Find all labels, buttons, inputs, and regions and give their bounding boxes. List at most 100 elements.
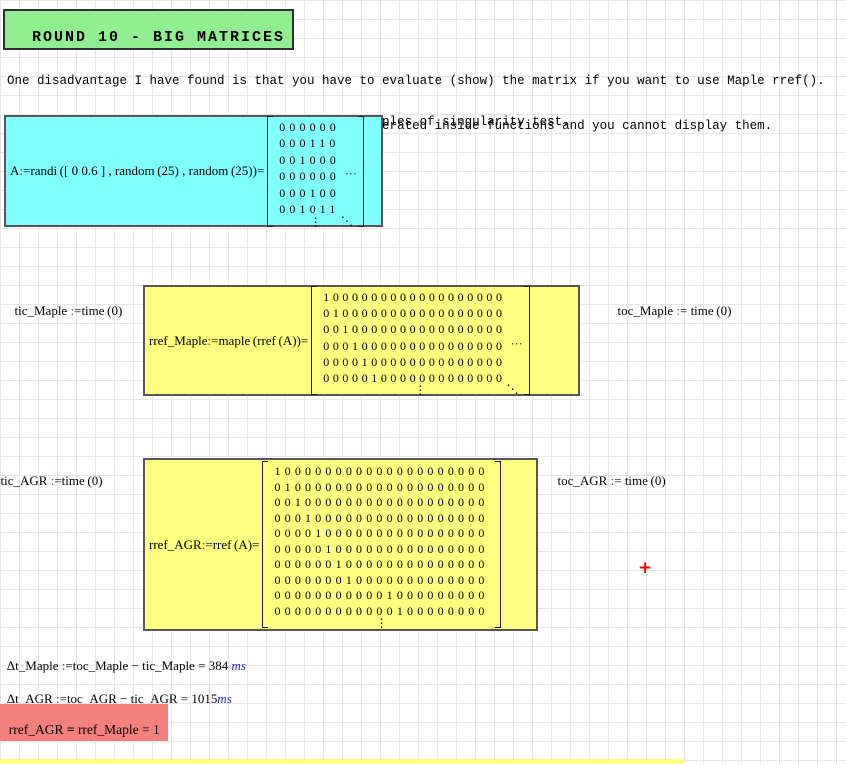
formula-lhs: A xyxy=(10,163,20,178)
matrix-row: 000110 xyxy=(279,136,340,150)
matrix-row: 000000010000000000000 xyxy=(274,572,489,587)
matrix-result-region-rref-maple[interactable]: rref_Maple: = maple (rref (A)) = 1000000000… xyxy=(143,285,580,398)
matrix-row: 000000 xyxy=(279,169,340,183)
matrix-row: 001011 xyxy=(279,202,340,216)
assign-eq: = xyxy=(54,473,62,488)
formula-region-tic-agr[interactable]: tic_AGR :=time (0) xyxy=(0,457,103,489)
section-title-region[interactable]: ROUND 10 - BIG MATRICES xyxy=(3,9,295,50)
eval-eq: = xyxy=(256,163,265,178)
formula-lhs: rref_AGR xyxy=(149,536,202,552)
matrix-values: 000000 000110 001000 000000 000100 001011 … ⋮ ⋱ xyxy=(273,116,358,229)
matrix-continuation-dots: ⋮ xyxy=(309,214,322,229)
matrix-row: 000001000000000000000 xyxy=(274,541,489,556)
formula-expr: time (0) xyxy=(624,473,666,488)
formula-lhs: toc_AGR xyxy=(557,473,608,488)
matrix-continuation-dots: … xyxy=(510,333,523,347)
boolean-equal-operator: = xyxy=(66,722,75,737)
assign-colon: : xyxy=(610,473,615,488)
result-value: 384 xyxy=(208,658,229,673)
assign-eq: = xyxy=(59,691,67,706)
eval-eq: = xyxy=(142,722,150,737)
formula-expr: time (0) xyxy=(81,303,123,318)
matrix-result-region-rref-agr[interactable]: rref_AGR: = rref (A) = 10000000000000000000… xyxy=(143,458,538,631)
matrix-rref-agr: 100000000000000000000 0100000000000000000… xyxy=(262,461,501,630)
assign-colon: : xyxy=(19,163,24,178)
matrix-row: 001000 xyxy=(279,152,340,167)
assign-eq: = xyxy=(74,303,82,318)
assign-colon: : xyxy=(61,658,66,673)
formula-lhs: rref_AGR xyxy=(8,722,64,737)
matrix-values: 100000000000000000000 0100000000000000000… xyxy=(268,461,494,630)
section-title: ROUND 10 - BIG MATRICES xyxy=(32,29,286,46)
assign-eq: = xyxy=(23,163,31,178)
formula-expr: randi ([ 0 0.6 ] , random (25) , random … xyxy=(30,163,257,178)
formula-expr: toc_AGR − tic_AGR xyxy=(66,691,178,706)
comparison-region-highlighted[interactable]: rref_AGR = rref_Maple = 1 xyxy=(0,704,168,741)
assign-eq: = xyxy=(679,303,688,318)
eval-eq: = xyxy=(300,332,309,348)
matrix-rref-maple: 1000000000000000000 0100000000000000000 00… xyxy=(311,285,530,398)
matrix-left-bracket xyxy=(311,285,318,396)
matrix-row: 000000100000000000000 xyxy=(274,557,489,571)
matrix-continuation-dots: ⋱ xyxy=(340,213,353,228)
formula-rhs: rref_Maple xyxy=(77,722,139,737)
assign-eq: = xyxy=(205,536,213,552)
formula-expr: toc_Maple − tic_Maple xyxy=(72,658,195,673)
unit-label: ms xyxy=(217,691,232,706)
formula-lhs: tic_Maple xyxy=(14,303,68,318)
matrix-right-bracket xyxy=(523,285,530,396)
matrix-continuation-dots: ⋮ xyxy=(414,383,427,398)
formula-lhs: rref_Maple xyxy=(149,332,208,348)
formula-region-dt-maple[interactable]: Δt_Maple :=toc_Maple − tic_Maple = 384 m… xyxy=(1,642,246,674)
assign-colon: : xyxy=(55,691,60,706)
matrix-row: 0000100000000000000 xyxy=(323,354,506,369)
partially-visible-region-bottom[interactable] xyxy=(0,759,683,764)
matrix-row: 000000000000100000000 xyxy=(274,603,489,618)
matrix-right-bracket xyxy=(494,461,501,628)
matrix-row: 0100000000000000000 xyxy=(323,305,506,320)
formula-region-toc-agr[interactable]: toc_AGR := time (0) xyxy=(551,457,666,489)
worksheet-cursor-crosshair[interactable]: + xyxy=(638,558,653,578)
eval-eq: = xyxy=(252,536,260,552)
matrix-left-bracket xyxy=(262,461,269,628)
assign-colon: : xyxy=(676,303,680,318)
matrix-values: 1000000000000000000 0100000000000000000 00… xyxy=(317,286,523,398)
assign-colon: : xyxy=(50,473,55,488)
eval-eq: = xyxy=(180,691,189,706)
formula-expr: maple (rref (A)) xyxy=(218,332,301,348)
matrix-continuation-dots: ⋮ xyxy=(375,616,388,630)
formula-region-dt-agr[interactable]: Δt_AGR :=toc_AGR − tic_AGR = 1015ms xyxy=(1,675,232,707)
assign-colon: : xyxy=(207,332,212,348)
assign-colon: : xyxy=(70,303,75,318)
matrix-continuation-dots: ⋱ xyxy=(506,382,519,397)
matrix-definition-region-A[interactable]: A: = randi ([ 0 0.6 ] , random (25) , rand… xyxy=(4,115,383,229)
matrix-row: 010000000000000000000 xyxy=(274,479,489,494)
matrix-left-bracket xyxy=(267,115,274,227)
matrix-A: 000000 000110 001000 000000 000100 001011 … ⋮ ⋱ xyxy=(267,115,364,229)
matrix-row: 0010000000000000000 xyxy=(323,322,506,337)
formula-expr: time (0) xyxy=(61,473,103,488)
matrix-row: 0000010000000000000 xyxy=(323,371,506,386)
assign-colon: : xyxy=(201,536,206,552)
formula-lhs: Δt_Maple xyxy=(6,658,59,673)
unit-label: ms xyxy=(231,658,246,673)
matrix-row: 000100000000000000000 xyxy=(274,510,489,525)
formula-lhs: Δt_AGR xyxy=(6,691,53,706)
matrix-row: 000100 xyxy=(279,185,340,200)
result-value: 1 xyxy=(153,722,160,737)
formula-region-toc-maple[interactable]: toc_Maple := time (0) xyxy=(611,287,732,319)
matrix-row: 000000000001000000000 xyxy=(274,588,489,602)
matrix-row: 000010000000000000000 xyxy=(274,526,489,540)
formula-expr: rref (A) xyxy=(212,536,253,552)
result-value: 1015 xyxy=(191,691,218,706)
matrix-row: 0001000000000000000 xyxy=(323,338,506,353)
formula-lhs: toc_Maple xyxy=(617,303,674,318)
matrix-row: 000000 xyxy=(279,119,340,134)
formula-region-tic-maple[interactable]: tic_Maple :=time (0) xyxy=(8,287,123,319)
matrix-continuation-dots: … xyxy=(344,163,357,178)
formula-expr: time (0) xyxy=(690,303,732,318)
eval-eq: = xyxy=(198,658,206,673)
matrix-row: 100000000000000000000 xyxy=(274,464,489,478)
assign-eq: = xyxy=(614,473,622,488)
